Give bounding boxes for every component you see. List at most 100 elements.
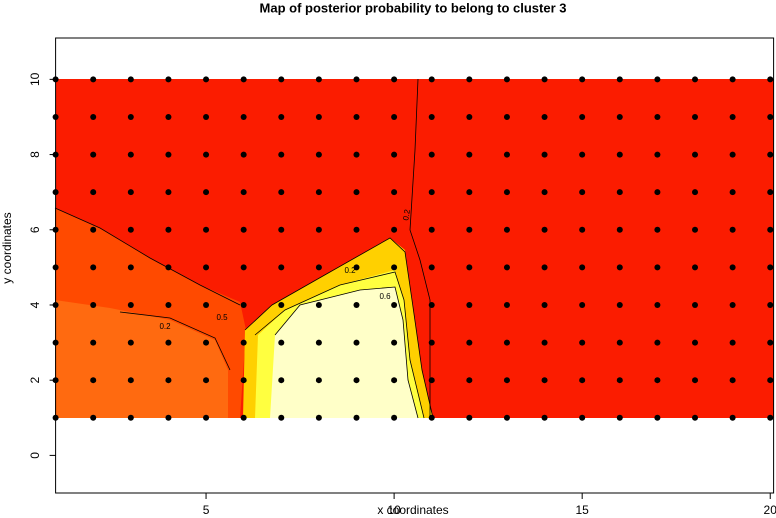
sample-point: [579, 264, 586, 271]
sample-point: [278, 151, 285, 158]
sample-point: [52, 339, 59, 346]
sample-point: [278, 264, 285, 271]
sample-point: [767, 301, 774, 308]
sample-point: [315, 226, 322, 233]
y-tick-label: 10: [28, 72, 42, 86]
sample-point: [616, 301, 623, 308]
sample-point: [315, 377, 322, 384]
sample-point: [353, 301, 360, 308]
sample-point: [278, 301, 285, 308]
sample-point: [503, 151, 510, 158]
sample-point: [278, 414, 285, 421]
x-tick-label: 10: [387, 503, 401, 517]
sample-point: [127, 264, 134, 271]
sample-point: [240, 189, 247, 196]
mid-region: [55, 300, 228, 418]
sample-point: [127, 113, 134, 120]
sample-point: [654, 76, 661, 83]
sample-point: [240, 264, 247, 271]
sample-point: [729, 377, 736, 384]
sample-point: [315, 76, 322, 83]
sample-point: [391, 264, 398, 271]
sample-point: [503, 264, 510, 271]
sample-point: [240, 76, 247, 83]
sample-point: [466, 151, 473, 158]
contour-label: 0.2: [344, 266, 356, 275]
sample-point: [353, 113, 360, 120]
sample-point: [654, 226, 661, 233]
sample-point: [90, 377, 97, 384]
y-tick-label: 0: [28, 452, 42, 459]
sample-point: [503, 189, 510, 196]
sample-point: [428, 339, 435, 346]
sample-point: [127, 414, 134, 421]
sample-point: [203, 76, 210, 83]
sample-point: [278, 339, 285, 346]
sample-point: [579, 377, 586, 384]
contour-line: [274, 286, 419, 419]
sample-point: [353, 377, 360, 384]
sample-point: [52, 226, 59, 233]
sample-point: [127, 189, 134, 196]
sample-point: [203, 339, 210, 346]
sample-point: [90, 339, 97, 346]
sample-point: [428, 189, 435, 196]
sample-point: [729, 113, 736, 120]
sample-point: [616, 264, 623, 271]
sample-point: [203, 226, 210, 233]
sample-point: [391, 113, 398, 120]
sample-point: [391, 151, 398, 158]
sample-point: [692, 151, 699, 158]
sample-point: [90, 414, 97, 421]
sample-point: [767, 377, 774, 384]
x-axis-title: x coordinates: [377, 503, 448, 517]
sample-point: [315, 414, 322, 421]
sample-point: [767, 226, 774, 233]
sample-point: [353, 151, 360, 158]
sample-point: [466, 301, 473, 308]
sample-point: [165, 189, 172, 196]
sample-point: [428, 151, 435, 158]
sample-point: [729, 339, 736, 346]
sample-point: [616, 113, 623, 120]
contour-label: 0.2: [401, 208, 412, 221]
sample-point: [52, 189, 59, 196]
sample-point: [90, 301, 97, 308]
sample-point: [428, 264, 435, 271]
sample-point: [654, 151, 661, 158]
sample-point: [729, 151, 736, 158]
sample-point: [203, 264, 210, 271]
sample-point: [353, 76, 360, 83]
sample-point: [692, 264, 699, 271]
sample-point: [654, 301, 661, 308]
lowest-region: [270, 287, 418, 418]
sample-point: [391, 301, 398, 308]
sample-point: [503, 414, 510, 421]
x-tick-label: 15: [575, 503, 589, 517]
sample-point: [692, 339, 699, 346]
sample-point: [692, 226, 699, 233]
sample-point: [90, 113, 97, 120]
sample-point: [52, 301, 59, 308]
sample-point: [278, 377, 285, 384]
sample-point: [579, 226, 586, 233]
sample-point: [616, 189, 623, 196]
sample-point: [729, 264, 736, 271]
sample-point: [127, 226, 134, 233]
sample-point: [240, 301, 247, 308]
sample-point: [428, 414, 435, 421]
contour-line: [409, 78, 431, 418]
sample-point: [90, 76, 97, 83]
sample-point: [240, 151, 247, 158]
sample-point: [579, 113, 586, 120]
sample-point: [579, 151, 586, 158]
sample-point: [203, 377, 210, 384]
sample-point: [579, 301, 586, 308]
sample-point: [692, 113, 699, 120]
sample-point: [767, 264, 774, 271]
sample-point: [767, 414, 774, 421]
sample-point: [353, 414, 360, 421]
sample-point: [165, 226, 172, 233]
sample-point: [729, 226, 736, 233]
